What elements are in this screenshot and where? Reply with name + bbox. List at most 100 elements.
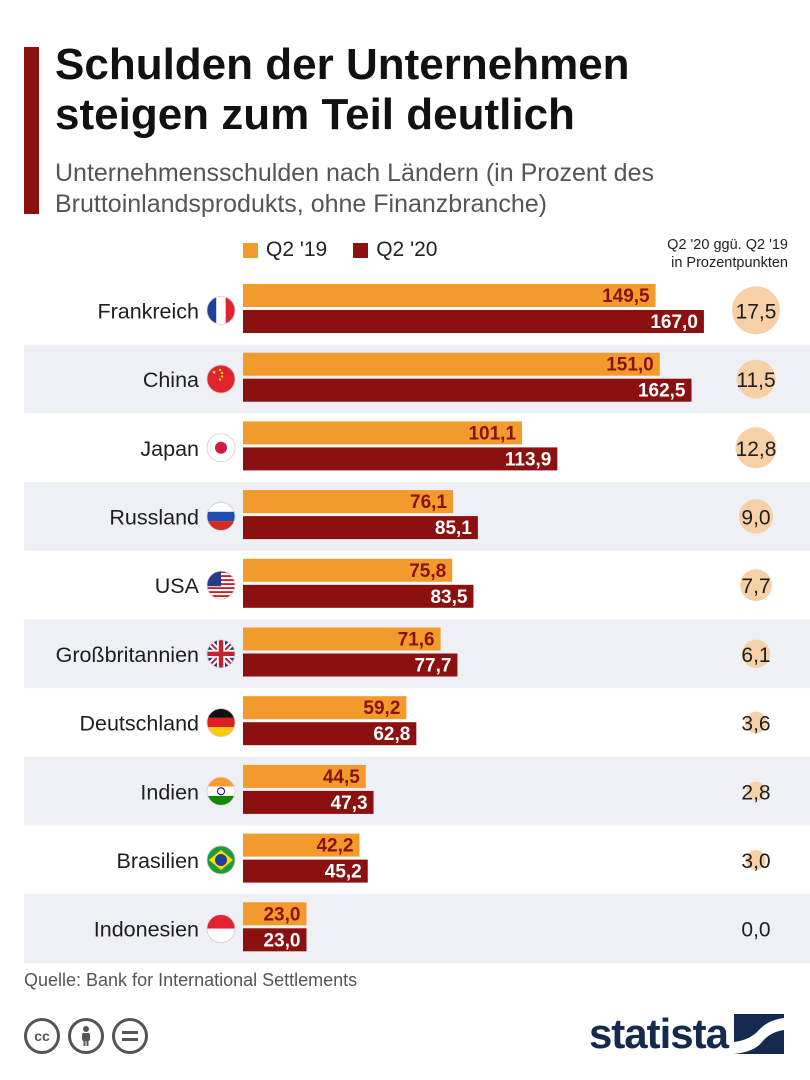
bar-q219 [243,490,454,514]
flag-china-icon [206,364,236,394]
difference-column-header: Q2 '20 ggü. Q2 '19 in Prozentpunkten [608,236,788,272]
row-stripe [24,894,810,963]
data-label-q220: 85,1 [435,518,472,539]
category-label: China [143,368,199,392]
difference-label: 0,0 [741,919,770,942]
chart-subtitle: Unternehmensschulden nach Ländern (in Pr… [55,159,654,218]
difference-label: 3,6 [741,713,770,736]
difference-label: 11,5 [736,369,775,392]
bar-q220 [243,928,307,952]
bar-q220 [243,378,692,402]
difference-bubble [740,569,772,602]
brand-wordmark: statista [588,1010,729,1057]
category-label: Frankreich [97,299,199,323]
data-label-q219: 44,5 [323,767,360,788]
difference-label: 3,0 [741,850,770,873]
bar-q220 [243,310,704,333]
data-label-q220: 45,2 [325,862,362,883]
data-label-q219: 76,1 [410,492,447,513]
legend-item-q220: Q2 '20 [353,238,437,262]
flag-india-icon [206,776,236,806]
bar-q220 [243,722,417,746]
data-label-q220: 167,0 [650,312,698,333]
data-label-q220: 83,5 [430,587,467,608]
bar-q220 [243,859,368,883]
category-label: USA [155,574,200,598]
flag-france-icon [206,295,236,325]
bar-q219 [243,902,307,926]
category-label: Großbritannien [56,643,199,667]
difference-bubble [745,711,767,734]
data-label-q220: 62,8 [373,724,410,745]
category-label: Indien [140,780,199,804]
data-label-q220: 162,5 [638,381,686,402]
bar-q219 [243,764,366,788]
difference-bubble [738,499,774,534]
bar-q220 [243,516,478,540]
data-label-q219: 101,1 [468,423,516,444]
no-derivatives-icon [112,1018,148,1054]
flag-usa-icon [206,570,236,600]
bar-q220 [243,447,558,471]
difference-label: 12,8 [736,438,777,461]
data-label-q220: 47,3 [331,793,368,814]
data-label-q219: 59,2 [363,698,400,719]
category-label: Russland [109,505,199,529]
difference-header-line1: Q2 '20 ggü. Q2 '19 [667,237,788,253]
flag-japan-icon [206,433,236,463]
title-accent-bar [24,47,39,214]
bar-q219 [243,558,453,582]
bar-q219 [243,833,360,857]
flag-germany-icon [206,708,236,737]
brand-logo: statista [589,1010,784,1058]
bar-q219 [243,696,407,720]
flag-indonesia-icon [206,914,236,944]
difference-label: 7,7 [741,575,770,598]
bar-q219 [243,627,441,651]
bar-q219 [243,421,523,445]
flag-russia-icon [206,502,236,531]
bar-q220 [243,653,458,677]
bar-q219 [243,284,656,307]
data-label-q220: 113,9 [505,449,552,470]
data-label-q219: 151,0 [606,355,654,376]
difference-bubble [746,850,766,870]
difference-label: 17,5 [736,300,777,323]
flag-brazil-icon [206,845,236,875]
row-stripe [24,756,810,826]
data-label-q219: 75,8 [409,561,446,582]
difference-bubble [746,781,766,801]
bar-q220 [243,584,474,608]
difference-label: 2,8 [741,781,770,804]
difference-label: 6,1 [741,644,770,667]
difference-header-line2: in Prozentpunkten [671,255,788,271]
flag-uk-icon [206,639,236,669]
category-label: Japan [140,437,199,461]
data-label-q219: 71,6 [398,630,435,651]
difference-bubble [736,359,776,399]
difference-bubble [732,286,780,335]
legend-label-q219: Q2 '19 [266,238,328,261]
data-label-q219: 23,0 [263,904,300,925]
cc-icon: cc [24,1018,60,1054]
category-label: Indonesien [94,918,199,942]
data-label-q219: 42,2 [316,836,353,857]
difference-bubble [741,639,771,669]
category-label: Deutschland [79,712,199,736]
bar-q220 [243,790,374,814]
legend-swatch-q219 [243,242,258,258]
difference-bubble [735,427,777,469]
difference-label: 9,0 [741,506,770,529]
attribution-icon [68,1018,104,1054]
license-icons: cc [24,1018,156,1054]
legend-item-q219: Q2 '19 [243,238,327,262]
category-label: Brasilien [117,849,199,873]
legend-label-q220: Q2 '20 [376,238,438,261]
statista-mark-icon [734,1014,784,1054]
legend-swatch-q220 [353,242,369,258]
data-label-q219: 149,5 [602,286,650,307]
source-note: Quelle: Bank for International Settlemen… [24,970,358,990]
legend: Q2 '19 Q2 '20 [243,238,463,262]
data-label-q220: 23,0 [263,930,300,951]
